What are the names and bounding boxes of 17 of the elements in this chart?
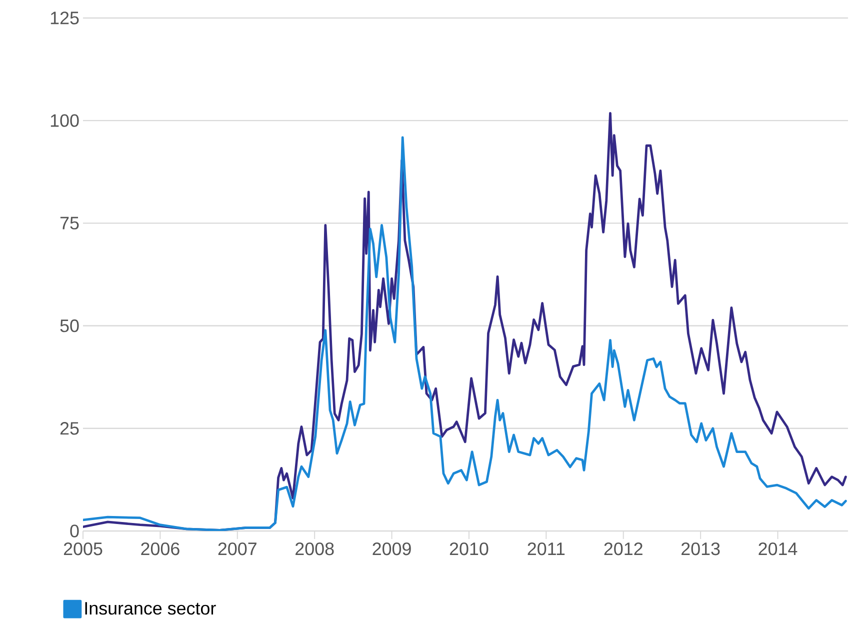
x-tick-label: 2010 xyxy=(450,542,488,556)
legend-label: Insurance sector xyxy=(85,602,216,615)
x-tick-label: 2013 xyxy=(682,542,720,556)
y-tick-label: 50 xyxy=(60,319,79,332)
y-tick-label: 25 xyxy=(60,422,79,435)
x-tick-label: 2005 xyxy=(64,542,102,556)
x-tick-label: 2008 xyxy=(296,542,334,556)
x-tick-label: 2009 xyxy=(372,542,411,556)
x-tick-label: 2006 xyxy=(141,542,180,556)
y-tick-label: 125 xyxy=(50,12,79,24)
x-tick-label: 2007 xyxy=(218,542,256,556)
y-tick-label: 0 xyxy=(70,524,79,538)
x-tick-label: 2014 xyxy=(758,542,798,556)
y-tick-label: 75 xyxy=(60,216,79,230)
y-tick-label: 100 xyxy=(50,114,79,127)
x-tick-label: 2011 xyxy=(528,542,565,556)
x-tick-label: 2012 xyxy=(604,542,642,556)
